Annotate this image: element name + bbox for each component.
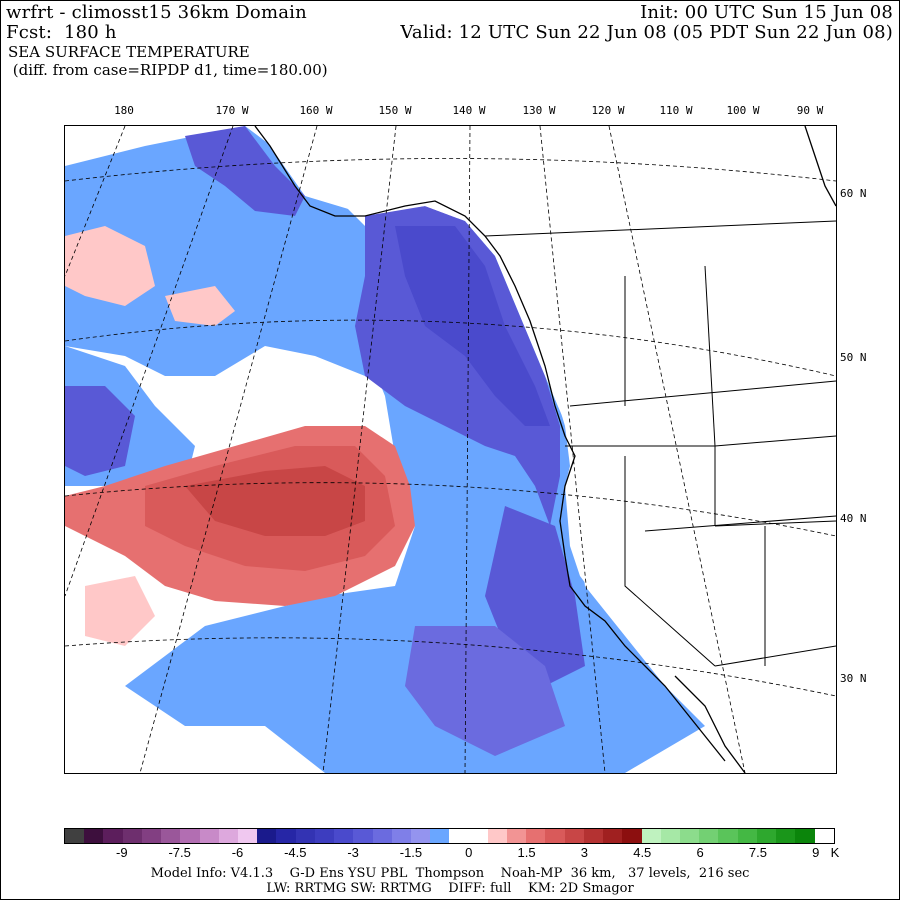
colorbar-swatch <box>737 829 757 843</box>
anomaly-region-light-red <box>165 286 235 326</box>
anomaly-region-cold <box>395 226 550 426</box>
colorbar-tick-label: -7.5 <box>168 845 191 860</box>
colorbar-tick-label: -3 <box>347 845 359 860</box>
colorbar-tick-label: -6 <box>231 845 244 860</box>
lat-label-40n: 40 N <box>840 512 867 525</box>
model-title: wrfrt - climosst15 36km Domain <box>6 2 307 23</box>
colorbar-swatch <box>122 829 142 843</box>
colorbar-unit: K <box>830 845 840 860</box>
colorbar-swatch <box>84 829 104 843</box>
lon-label-180: 180 <box>114 104 134 117</box>
lat-label-60n: 60 N <box>840 187 867 200</box>
colorbar-swatch <box>507 829 527 843</box>
colorbar-tick-label: 3 <box>580 845 589 860</box>
lon-label-120w: 120 W <box>591 104 625 117</box>
colorbar-swatch <box>680 829 700 843</box>
colorbar-swatch <box>814 829 834 843</box>
lon-label-140w: 140 W <box>452 104 486 117</box>
colorbar-swatch <box>161 829 181 843</box>
colorbar-swatch <box>218 829 238 843</box>
colorbar-tick-label: -4.5 <box>284 845 307 860</box>
colorbar-swatch <box>372 829 392 843</box>
colorbar-swatch <box>622 829 642 843</box>
colorbar-tick-label: 4.5 <box>633 845 652 860</box>
anomaly-region-light-red <box>85 576 155 646</box>
lon-label-110w: 110 W <box>659 104 693 117</box>
field-diff-description: (diff. from case=RIPDP d1, time=180.00) <box>8 61 328 79</box>
lat-label-50n: 50 N <box>840 351 867 364</box>
anomaly-region-cold <box>185 126 305 216</box>
lon-label-100w: 100 W <box>726 104 760 117</box>
colorbar-tick-label: 0 <box>465 845 473 860</box>
init-time: Init: 00 UTC Sun 15 Jun 08 <box>640 2 893 23</box>
colorbar-tick-label: -1.5 <box>399 845 423 860</box>
anomaly-region-cold <box>65 386 135 476</box>
colorbar-swatch <box>468 829 488 843</box>
colorbar-tick-label: 6 <box>696 845 704 860</box>
colorbar-tick-label: 7.5 <box>748 845 767 860</box>
sst-difference-map <box>64 125 837 774</box>
coastlines <box>254 126 836 773</box>
colorbar-swatch <box>795 829 815 843</box>
lat-label-30n: 30 N <box>840 672 867 685</box>
colorbar-swatch <box>314 829 335 843</box>
colorbar-swatch <box>276 829 296 843</box>
colorbar-swatch <box>295 829 315 843</box>
colorbar-tick-label: -9 <box>116 845 128 860</box>
colorbar-swatch <box>526 829 546 843</box>
colorbar-swatch <box>257 829 277 843</box>
anomaly-region-light-red <box>65 226 155 306</box>
colorbar-swatch <box>430 829 450 843</box>
lon-label-160w: 160 W <box>299 104 333 117</box>
anomaly-region-cold <box>355 206 560 526</box>
lon-label-90w: 90 W <box>796 104 824 117</box>
colorbar-tick-label: 9 <box>812 845 820 860</box>
colorbar-swatch <box>65 829 85 843</box>
lon-label-150w: 150 W <box>378 104 412 117</box>
colorbar-swatch <box>353 829 373 843</box>
forecast-hour: Fcst: 180 h <box>6 22 117 43</box>
valid-time: Valid: 12 UTC Sun 22 Jun 08 (05 PDT Sun … <box>400 22 893 43</box>
colorbar-swatch <box>103 829 123 843</box>
colorbar-swatch <box>564 829 584 843</box>
anomaly-region-cold <box>405 626 565 756</box>
model-info-line: Model Info: V4.1.3 G-D Ens YSU PBL Thomp… <box>150 866 750 881</box>
colorbar-swatch <box>487 829 508 843</box>
colorbar-swatch <box>545 829 565 843</box>
colorbar-swatch <box>334 829 354 843</box>
colorbar <box>64 828 835 844</box>
lon-label-130w: 130 W <box>522 104 556 117</box>
colorbar-swatch <box>776 829 796 843</box>
anomaly-region-warm <box>185 466 365 536</box>
sst-anomaly-field <box>65 126 705 773</box>
colorbar-swatch <box>718 829 738 843</box>
graticule-lines <box>65 126 836 773</box>
colorbar-swatch <box>660 829 680 843</box>
physics-info-line: LW: RRTMG SW: RRTMG DIFF: full KM: 2D Sm… <box>266 881 634 896</box>
colorbar-tick-label: 1.5 <box>517 845 536 860</box>
colorbar-swatch <box>449 829 469 843</box>
colorbar-swatch <box>391 829 411 843</box>
colorbar-swatch <box>699 829 719 843</box>
colorbar-swatch <box>237 829 258 843</box>
colorbar-swatch <box>410 829 431 843</box>
lon-label-170w: 170 W <box>215 104 249 117</box>
colorbar-swatch <box>641 829 661 843</box>
state-borders <box>484 220 836 667</box>
colorbar-swatch <box>603 829 623 843</box>
colorbar-swatch <box>180 829 200 843</box>
field-name: SEA SURFACE TEMPERATURE <box>8 43 250 61</box>
colorbar-swatch <box>141 829 162 843</box>
colorbar-swatch <box>756 829 777 843</box>
colorbar-swatch <box>583 829 604 843</box>
anomaly-region-light-blue <box>65 126 425 376</box>
colorbar-swatch <box>199 829 219 843</box>
